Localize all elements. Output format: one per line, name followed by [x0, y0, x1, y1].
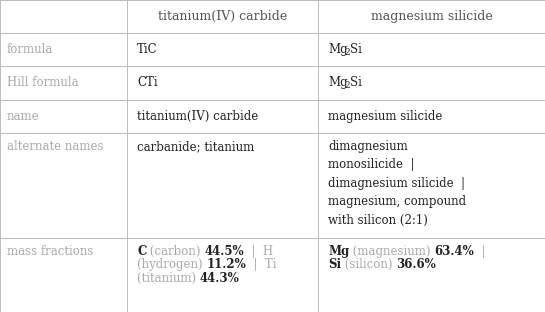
- Text: 36.6%: 36.6%: [396, 258, 436, 271]
- Text: Mg: Mg: [328, 43, 348, 56]
- Text: magnesium silicide: magnesium silicide: [371, 10, 492, 23]
- Text: (magnesium): (magnesium): [349, 245, 434, 258]
- Text: 2: 2: [344, 81, 350, 90]
- Text: TiC: TiC: [137, 43, 158, 56]
- Text: Si: Si: [328, 258, 341, 271]
- Text: 2: 2: [344, 48, 350, 57]
- Text: (carbon): (carbon): [147, 245, 204, 258]
- Text: magnesium silicide: magnesium silicide: [328, 110, 443, 123]
- Text: titanium(IV) carbide: titanium(IV) carbide: [137, 110, 258, 123]
- Text: dimagnesium
monosilicide  |
dimagnesium silicide  |
magnesium, compound
with sil: dimagnesium monosilicide | dimagnesium s…: [328, 140, 466, 227]
- Text: |: |: [474, 245, 486, 258]
- Text: (silicon): (silicon): [341, 258, 396, 271]
- Text: Mg: Mg: [328, 245, 349, 258]
- Text: 63.4%: 63.4%: [434, 245, 474, 258]
- Text: CTi: CTi: [137, 76, 158, 90]
- Text: Mg: Mg: [328, 76, 348, 90]
- Text: 11.2%: 11.2%: [207, 258, 246, 271]
- Text: 44.3%: 44.3%: [200, 272, 240, 285]
- Text: Si: Si: [350, 43, 362, 56]
- Text: (hydrogen): (hydrogen): [137, 258, 207, 271]
- Text: mass fractions: mass fractions: [7, 245, 93, 258]
- Text: Hill formula: Hill formula: [7, 76, 78, 90]
- Text: formula: formula: [7, 43, 53, 56]
- Text: name: name: [7, 110, 40, 123]
- Text: C: C: [137, 245, 147, 258]
- Text: Si: Si: [350, 76, 362, 90]
- Text: titanium(IV) carbide: titanium(IV) carbide: [158, 10, 287, 23]
- Text: carbanide; titanium: carbanide; titanium: [137, 140, 255, 153]
- Text: |  H: | H: [244, 245, 274, 258]
- Text: alternate names: alternate names: [7, 140, 104, 153]
- Text: (titanium): (titanium): [137, 272, 200, 285]
- Text: 44.5%: 44.5%: [204, 245, 244, 258]
- Text: |  Ti: | Ti: [246, 258, 277, 271]
